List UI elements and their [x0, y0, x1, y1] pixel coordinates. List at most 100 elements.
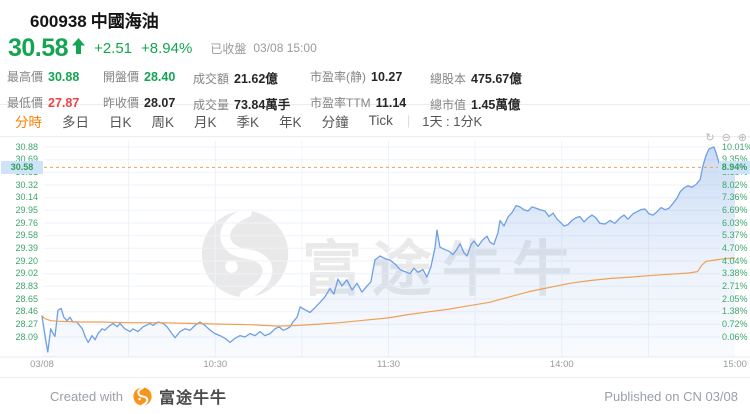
price-axis-label: 29.02	[15, 268, 38, 279]
price-row: 30.58 +2.51 +8.94% 已收盤 03/08 15:00	[0, 34, 750, 62]
tab-季K[interactable]: 季K	[236, 114, 260, 130]
stat-value: 1.45萬億	[471, 98, 521, 112]
stat-value: 11.14	[375, 96, 407, 110]
stat-label: 成交額	[193, 72, 230, 86]
intraday-chart-canvas[interactable]	[0, 137, 750, 377]
tab-周K[interactable]: 周K	[151, 114, 175, 130]
tab-separator: |	[406, 113, 411, 128]
tab-日K[interactable]: 日K	[109, 114, 132, 130]
up-arrow-icon	[72, 37, 86, 59]
current-percent-marker: 8.94%	[719, 160, 750, 174]
stat-value: 28.07	[144, 96, 176, 110]
stock-title: 600938 中國海油	[0, 0, 750, 32]
price-axis-label: 29.39	[15, 242, 38, 253]
price-axis-label: 30.88	[15, 141, 38, 152]
time-axis-label: 10:30	[203, 359, 228, 370]
stat-item: 市盈率TTM 11.14	[310, 94, 430, 114]
tab-年K[interactable]: 年K	[279, 114, 302, 130]
stat-item: 總市值 1.45萬億	[430, 94, 750, 114]
stat-value: 10.27	[371, 70, 403, 84]
price-axis-label: 30.14	[15, 192, 38, 203]
futu-watermark-logo-icon	[201, 209, 289, 299]
quote-timestamp: 03/08 15:00	[253, 41, 317, 55]
chart-controls: ↻ ⊖ ⊕	[705, 132, 747, 144]
percent-axis-label: 4.04%	[722, 255, 748, 266]
percent-axis-label: 0.06%	[722, 331, 748, 342]
zoom-in-icon[interactable]: ⊕	[737, 132, 747, 144]
published-on-label: Published on CN 03/08	[604, 388, 738, 404]
futu-brand-text: 富途牛牛	[158, 390, 227, 407]
stock-name: 中國海油	[90, 12, 159, 31]
price-area-fill	[42, 147, 735, 357]
current-price-marker: 30.58	[1, 160, 43, 174]
price-axis-label: 29.76	[15, 217, 38, 228]
zoom-out-icon[interactable]: ⊖	[721, 132, 731, 144]
stat-label: 總股本	[430, 72, 467, 86]
time-axis-label: 14:00	[549, 359, 574, 370]
intraday-chart: 富途牛牛 ↻ ⊖ ⊕ 30.8810.01%30.699.35%30.518.6…	[0, 132, 750, 377]
percent-axis-label: 6.69%	[722, 204, 748, 215]
price-change: +2.51	[94, 39, 133, 57]
stat-value: 30.88	[48, 70, 80, 84]
percent-axis-label: 5.37%	[722, 230, 748, 241]
price-line	[41, 146, 736, 353]
stat-label: 最低價	[7, 96, 44, 110]
stat-item: 最低價 27.87	[7, 94, 103, 114]
percent-axis-label: 0.72%	[722, 318, 748, 329]
percent-axis-label: 2.05%	[722, 293, 748, 304]
stat-value: 73.84萬手	[234, 98, 291, 112]
created-with-label: Created with	[50, 388, 123, 404]
price-axis-label: 28.09	[15, 331, 38, 342]
stat-value: 475.67億	[471, 72, 522, 86]
stat-value: 21.62億	[234, 72, 278, 86]
stat-label: 昨收價	[103, 96, 140, 110]
stock-header: 600938 中國海油 30.58 +2.51 +8.94% 已收盤 03/08 …	[0, 0, 750, 112]
stat-label: 開盤價	[103, 70, 140, 84]
time-axis-label: 11:30	[376, 359, 401, 370]
stat-value: 27.87	[48, 96, 80, 110]
stat-label: 市盈率TTM	[310, 96, 371, 110]
stat-label: 最高價	[7, 70, 44, 84]
tab-分時[interactable]: 分時	[15, 114, 42, 130]
time-axis-label: 15:00	[723, 359, 747, 370]
time-axis-label: 03/08	[30, 359, 54, 370]
price-change-percent: +8.94%	[141, 39, 193, 57]
price-axis-label: 29.58	[15, 230, 38, 241]
tab-月K[interactable]: 月K	[194, 114, 217, 130]
chart-type-tabbar: 分時 多日 日K 周K 月K 季K 年K 分鐘 Tick | 1天 : 1分K	[0, 105, 750, 137]
percent-axis-label: 2.71%	[722, 280, 748, 291]
percent-axis-label: 3.38%	[722, 268, 748, 279]
avg-price-line	[41, 257, 736, 327]
current-price: 30.58	[8, 33, 69, 62]
price-axis-label: 28.83	[15, 280, 38, 291]
percent-axis-label: 8.02%	[722, 179, 748, 190]
price-axis-label: 28.65	[15, 293, 38, 304]
tab-分鐘[interactable]: 分鐘	[321, 114, 349, 130]
price-axis-label: 30.32	[15, 179, 38, 190]
stat-item: 市盈率(静) 10.27	[310, 68, 430, 88]
stock-symbol: 600938	[30, 12, 87, 31]
stat-label: 總市值	[430, 98, 467, 112]
chart-reset-icon[interactable]: ↻	[705, 132, 715, 144]
stat-item: 最高價 30.88	[7, 68, 103, 88]
stat-value: 28.40	[144, 70, 176, 84]
stat-item: 成交額 21.62億	[193, 68, 310, 88]
stat-item: 開盤價 28.40	[103, 68, 193, 88]
stat-item: 成交量 73.84萬手	[193, 94, 310, 114]
tab-Tick[interactable]: Tick	[368, 113, 393, 128]
card-footer: Created with 富途牛牛 Published on CN 03/08	[0, 377, 750, 414]
percent-axis-label: 9.35%	[722, 154, 748, 165]
futu-logo-icon	[133, 386, 152, 406]
stats-grid: 最高價 30.88 開盤價 28.40 成交額 21.62億 市盈率(静) 10.27 總股本 4…	[0, 68, 750, 114]
percent-axis-label: 1.38%	[722, 306, 748, 317]
price-axis-label: 28.46	[15, 306, 38, 317]
percent-axis-label: 6.03%	[722, 217, 748, 228]
period-selector[interactable]: 1天 : 1分K	[422, 114, 483, 129]
stat-label: 成交量	[193, 98, 230, 112]
stat-item: 昨收價 28.07	[103, 94, 193, 114]
stat-item: 總股本 475.67億	[430, 68, 750, 88]
percent-axis-label: 7.36%	[722, 192, 748, 203]
percent-axis-label: 10.01%	[722, 141, 750, 152]
tab-多日[interactable]: 多日	[62, 114, 89, 130]
